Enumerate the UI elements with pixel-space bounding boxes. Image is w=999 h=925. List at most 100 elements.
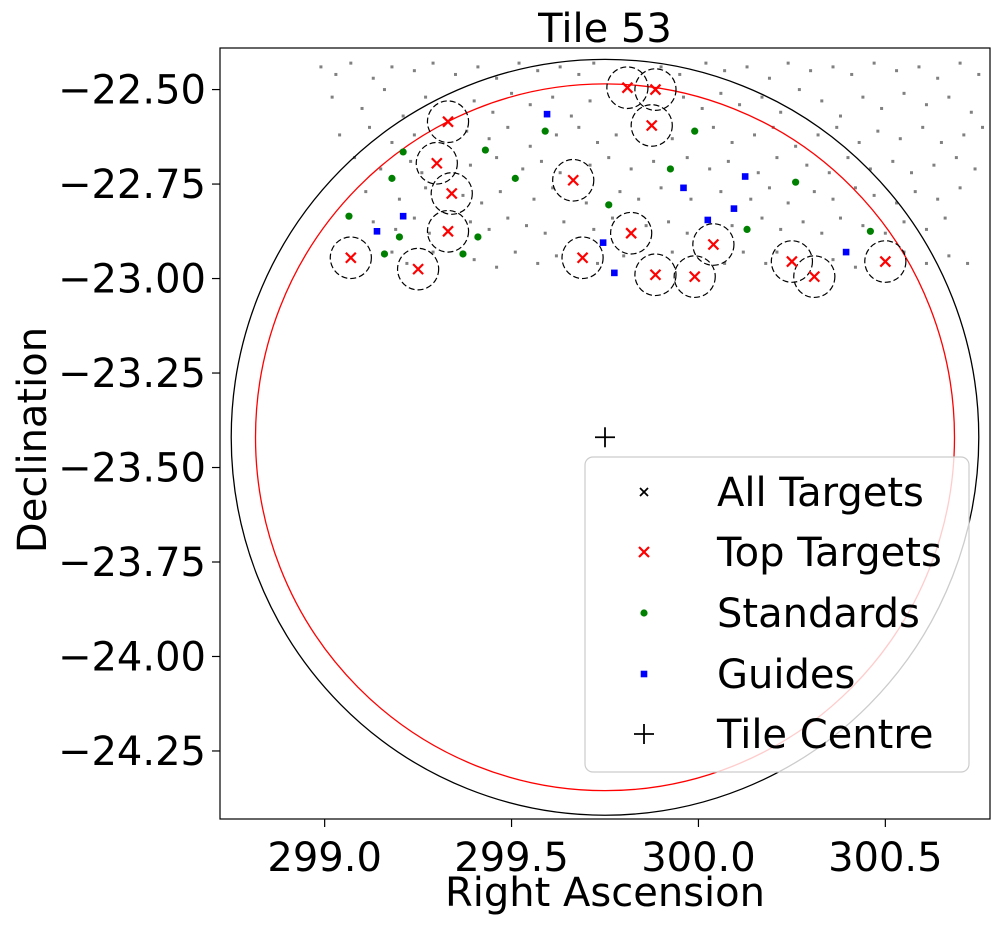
all-target-point [891, 159, 895, 163]
all-target-point [412, 133, 416, 137]
y-tick-label: −24.00 [58, 634, 206, 680]
all-target-point [532, 197, 536, 201]
top-target-point [621, 81, 634, 94]
top-target-point [442, 115, 454, 128]
standard-point [474, 233, 482, 241]
x-axis: 299.0 299.5 300.0 300.5 [267, 819, 943, 881]
fiber-circle [864, 240, 907, 283]
fiber-circle [426, 100, 470, 144]
all-target-point [966, 261, 970, 265]
all-target-point [831, 65, 835, 69]
all-target-point [338, 133, 342, 137]
x-tick-label: 300.0 [641, 835, 756, 881]
x-tick-label: 299.0 [267, 835, 382, 881]
all-target-point [738, 103, 742, 107]
all-target-point [397, 197, 401, 201]
legend-marker-standards [640, 609, 648, 617]
all-target-point [592, 61, 596, 65]
standard-point [399, 148, 407, 156]
all-target-point [835, 125, 839, 129]
all-target-point [775, 250, 779, 254]
guide-point [680, 184, 687, 192]
standard-point [380, 250, 389, 258]
top-target-point [445, 187, 458, 200]
y-tick-label: −22.50 [58, 68, 206, 114]
guide-point [842, 248, 850, 256]
all-target-point [917, 65, 921, 69]
fiber-circle [634, 253, 677, 297]
all-target-point [883, 231, 887, 235]
plot-frame [219, 47, 991, 820]
all-target-point [704, 61, 708, 65]
all-target-point [719, 91, 723, 95]
all-target-point [491, 110, 495, 114]
all-target-point [390, 140, 394, 144]
top-target-point-stroke-b [576, 251, 589, 264]
all-target-point [921, 125, 925, 129]
all-target-point [405, 261, 409, 265]
all-target-point [868, 167, 872, 171]
top-target-point-stroke-b [625, 227, 637, 239]
all-target-point [667, 220, 671, 224]
all-target-point [427, 231, 431, 235]
all-target-point [652, 159, 656, 163]
all-target-point [618, 190, 622, 194]
guide-point [599, 239, 607, 246]
all-target-point [562, 220, 566, 224]
all-target-point [932, 163, 936, 167]
all-target-point [801, 220, 805, 224]
all-target-point [360, 106, 364, 110]
standard-point [866, 227, 874, 235]
all-target-point [723, 69, 727, 73]
all-target-point [872, 193, 876, 197]
top-target-point-stroke-b [786, 255, 798, 268]
all-target-point [554, 133, 558, 137]
guide-point [611, 269, 618, 277]
all-target-point [330, 95, 334, 99]
y-axis: −22.50 −22.75 −23.00 −23.25 −23.50 −23.75 −24.… [58, 68, 220, 775]
all-target-point [592, 227, 596, 231]
all-target-point [431, 61, 435, 65]
standard-point [481, 146, 489, 154]
x-tick-label: 299.5 [454, 835, 569, 881]
standard-point [605, 201, 613, 209]
fiber-circle [396, 247, 440, 291]
all-target-point [588, 163, 592, 167]
all-target-point [431, 250, 435, 254]
all-target-point [779, 227, 783, 231]
top-target-point-stroke-b [567, 174, 580, 187]
all-target-point [506, 216, 510, 220]
top-target-point-stroke-b [688, 270, 701, 283]
all-target-point [607, 156, 611, 160]
all-target-point [805, 163, 809, 167]
fiber-circle [630, 104, 673, 147]
all-target-point [827, 171, 831, 175]
all-target-point [947, 254, 951, 258]
all-target-point [498, 190, 502, 194]
all-target-point [409, 159, 413, 163]
all-target-point [838, 114, 842, 118]
top-target-point [567, 174, 580, 187]
all-target-point [853, 265, 857, 269]
top-target-point-stroke-b [621, 81, 634, 94]
top-target-point-stroke-b [649, 268, 662, 281]
all-target-point [528, 144, 532, 148]
legend-item-top: Top Targets [638, 530, 942, 576]
all-target-point [495, 156, 499, 160]
field-inner-circle [254, 83, 956, 792]
standard-point [511, 174, 519, 182]
all-target-point [913, 190, 917, 194]
all-target-point [390, 65, 394, 69]
top-target-point [808, 270, 821, 283]
top-target-point [576, 251, 589, 264]
top-target-point [786, 255, 798, 268]
legend-label: Tile Centre [716, 712, 934, 758]
legend-marker-top-targets [638, 546, 650, 558]
all-target-point [412, 69, 416, 73]
all-target-point [536, 69, 540, 73]
all-target-point [390, 250, 394, 254]
all-target-point [794, 144, 798, 148]
all-target-point [726, 159, 730, 163]
top-target-point [345, 251, 357, 264]
all-target-point [898, 137, 902, 141]
